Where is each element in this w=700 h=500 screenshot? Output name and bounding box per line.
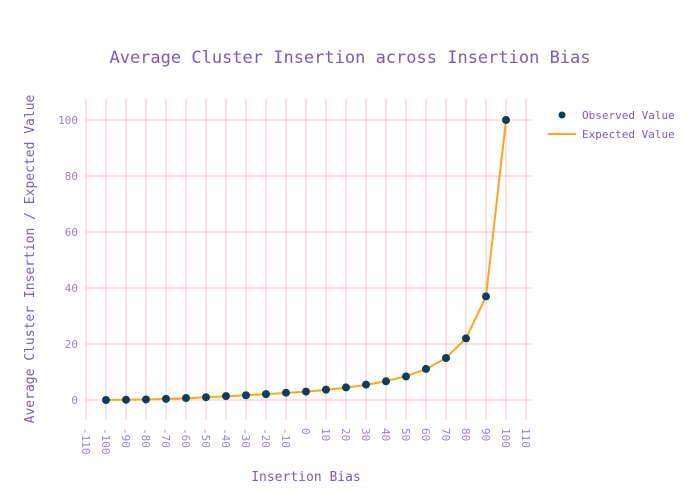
data-point-observed [262,390,270,399]
tick-labels: -110 -100 -90 -80 -70 -60 -50 -40 -30 -20 -10 0 10 20… [58,114,532,455]
x-tick-label: -10 [279,428,292,448]
data-point-observed [242,391,250,400]
chart-title: Average Cluster Insertion across Inserti… [109,48,590,68]
data-point-observed [222,392,230,401]
y-tick-label: 0 [71,394,78,407]
y-tick-label: 40 [65,282,78,295]
y-tick-label: 80 [65,170,78,183]
x-tick-label: 100 [499,428,512,448]
x-tick-label: 60 [419,428,432,441]
data-point-observed [462,334,470,343]
x-tick-label: 40 [379,428,392,441]
x-tick-label: -90 [119,428,132,448]
plot-area [102,116,510,404]
x-tick-label: 0 [299,428,312,435]
x-tick-label: 30 [359,428,372,441]
data-point-observed [202,393,210,402]
x-tick-label: -80 [139,428,152,448]
data-point-observed [442,354,450,362]
legend[interactable]: Observed Value Expected Value [548,109,675,141]
data-point-observed [402,372,410,381]
data-point-observed [362,380,370,389]
data-point-observed [162,394,170,403]
legend-item-observed[interactable]: Observed Value [558,109,675,122]
y-tick-label: 60 [65,226,78,239]
x-tick-label: 110 [519,428,532,448]
data-point-observed [422,364,430,373]
x-tick-label: -30 [239,428,252,448]
x-tick-label: 80 [459,428,472,441]
x-tick-label: -110 [79,428,92,455]
data-point-observed [482,292,490,301]
x-tick-label: 10 [319,428,332,441]
y-tick-label: 20 [65,338,78,351]
y-axis-title: Average Cluster Insertion / Expected Val… [23,94,38,423]
x-tick-label: 70 [439,428,452,441]
data-point-observed [302,387,310,396]
data-point-observed [322,385,330,394]
x-tick-label: -40 [219,428,232,448]
x-tick-label: -20 [259,428,272,448]
x-tick-label: 50 [399,428,412,441]
y-tick-label: 100 [58,114,78,127]
data-point-observed [282,388,290,397]
legend-item-expected[interactable]: Expected Value [548,128,675,141]
x-tick-label: 90 [479,428,492,441]
x-tick-label: -60 [179,428,192,448]
grid [85,99,532,420]
x-tick-label: -70 [159,428,172,448]
legend-label-expected: Expected Value [582,128,675,141]
data-point-observed [502,116,510,124]
legend-label-observed: Observed Value [582,109,675,122]
data-point-observed [182,394,190,403]
x-tick-label: -50 [199,428,212,448]
data-point-observed [382,377,390,386]
data-point-observed [342,383,350,392]
x-tick-label: -100 [99,428,112,455]
x-tick-label: 20 [339,428,352,441]
data-point-observed [142,395,150,404]
data-point-observed [122,395,130,404]
legend-marker-observed [558,111,566,119]
x-axis-title: Insertion Bias [251,470,361,485]
data-point-observed [102,396,110,404]
